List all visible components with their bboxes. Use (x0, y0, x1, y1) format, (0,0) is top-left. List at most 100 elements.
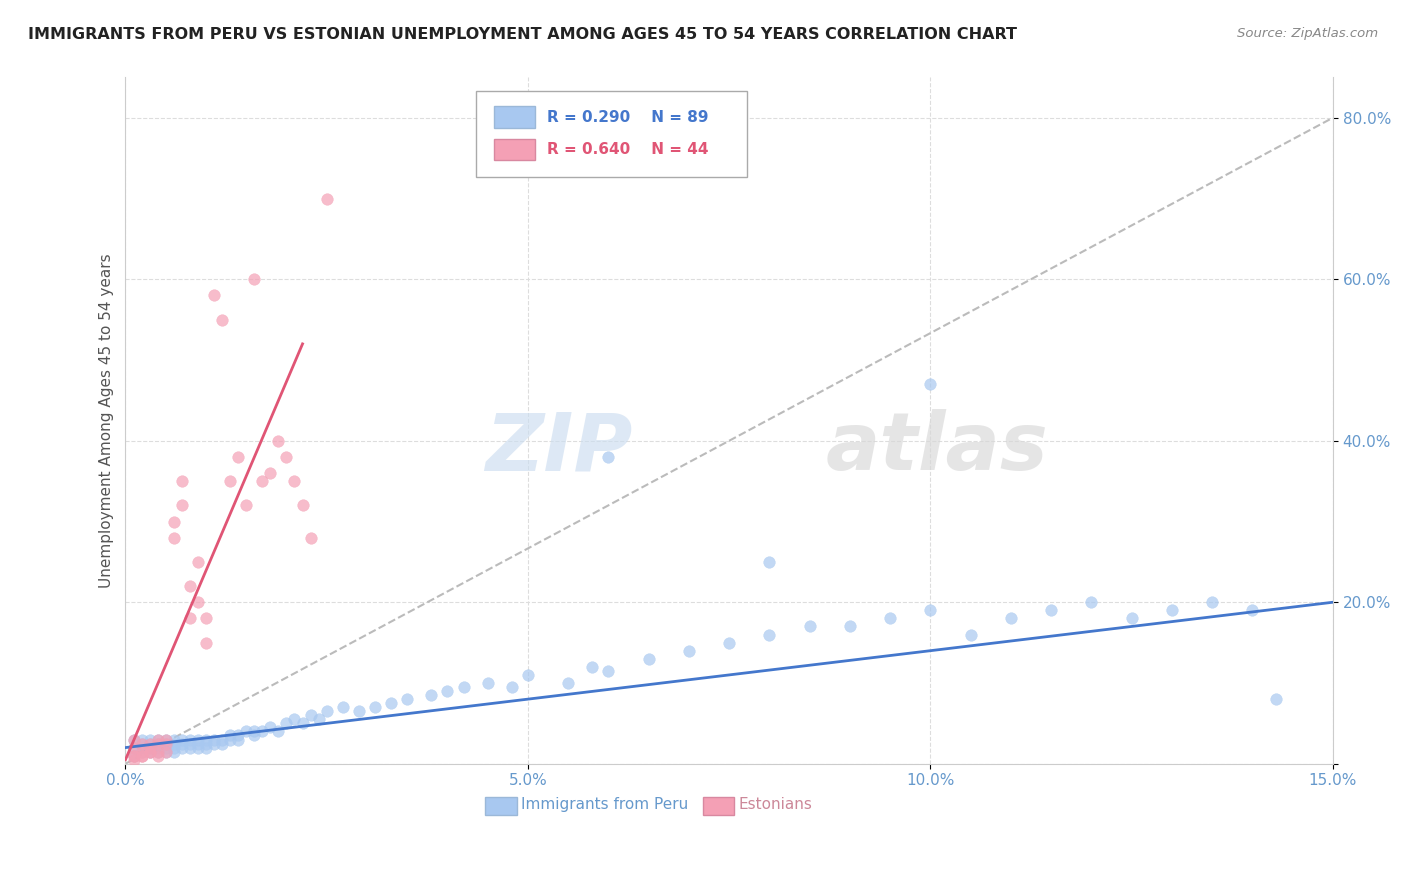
Point (122, 732, 145, 747)
Point (243, 724, 266, 739)
Point (252, 474, 274, 488)
Point (202, 288, 225, 302)
Point (1040, 603, 1063, 617)
FancyBboxPatch shape (485, 797, 516, 814)
Point (163, 745, 186, 759)
Point (453, 680, 475, 694)
Point (163, 740, 186, 755)
Point (131, 737, 153, 751)
Point (283, 474, 305, 488)
Point (758, 627, 780, 641)
Text: Estonians: Estonians (738, 797, 813, 812)
Point (637, 652, 659, 666)
Point (155, 732, 177, 747)
Text: IMMIGRANTS FROM PERU VS ESTONIAN UNEMPLOYMENT AMONG AGES 45 TO 54 YEARS CORRELAT: IMMIGRANTS FROM PERU VS ESTONIAN UNEMPLO… (28, 27, 1017, 42)
Point (332, 700, 354, 714)
Point (122, 748, 145, 763)
Point (308, 712, 330, 726)
Point (299, 531, 322, 545)
Point (179, 579, 201, 593)
Point (235, 499, 257, 513)
Point (138, 745, 160, 759)
Point (146, 732, 169, 747)
Point (276, 716, 298, 731)
Point (146, 748, 169, 763)
Point (202, 737, 225, 751)
Point (219, 732, 242, 747)
Point (187, 595, 209, 609)
Point (131, 745, 153, 759)
Point (364, 700, 387, 714)
Point (557, 676, 579, 690)
Point (226, 729, 249, 743)
Point (170, 737, 193, 751)
Point (131, 737, 153, 751)
Point (163, 531, 186, 545)
FancyBboxPatch shape (475, 91, 747, 177)
Point (243, 729, 266, 743)
Point (276, 450, 298, 464)
Point (380, 696, 402, 710)
Text: ZIP: ZIP (485, 409, 633, 487)
Point (235, 724, 257, 739)
FancyBboxPatch shape (494, 106, 534, 128)
Point (678, 643, 700, 657)
Point (211, 732, 233, 747)
Point (138, 740, 160, 755)
Point (187, 737, 209, 751)
Point (838, 619, 860, 633)
Point (187, 740, 209, 755)
Point (267, 724, 290, 739)
Point (436, 684, 458, 698)
Point (211, 312, 233, 326)
Point (959, 627, 981, 641)
Point (758, 555, 780, 569)
Point (122, 740, 145, 755)
Point (179, 740, 201, 755)
Point (122, 753, 145, 767)
Point (267, 434, 290, 448)
FancyBboxPatch shape (703, 797, 734, 814)
Point (477, 676, 499, 690)
Point (131, 748, 153, 763)
Point (122, 748, 145, 763)
Point (138, 740, 160, 755)
Point (291, 499, 314, 513)
Point (219, 474, 242, 488)
Point (131, 732, 153, 747)
Point (146, 745, 169, 759)
Point (187, 555, 209, 569)
Point (243, 272, 266, 286)
Point (146, 737, 169, 751)
Point (131, 748, 153, 763)
Point (170, 474, 193, 488)
Point (219, 729, 242, 743)
Point (194, 740, 217, 755)
Point (347, 704, 370, 718)
Point (315, 192, 337, 206)
Text: R = 0.640    N = 44: R = 0.640 N = 44 (547, 142, 709, 157)
Point (138, 745, 160, 759)
Point (163, 737, 186, 751)
Point (170, 740, 193, 755)
Point (396, 692, 419, 706)
Point (202, 732, 225, 747)
Point (155, 745, 177, 759)
Point (1000, 611, 1022, 625)
Point (259, 466, 281, 480)
Point (146, 745, 169, 759)
Point (581, 660, 603, 674)
Point (252, 724, 274, 739)
Point (170, 499, 193, 513)
Point (138, 745, 160, 759)
Point (138, 732, 160, 747)
Point (598, 450, 620, 464)
Y-axis label: Unemployment Among Ages 45 to 54 years: Unemployment Among Ages 45 to 54 years (100, 253, 114, 588)
Point (163, 515, 186, 529)
Point (1265, 692, 1288, 706)
Point (920, 377, 942, 392)
Point (146, 732, 169, 747)
Point (179, 732, 201, 747)
Text: atlas: atlas (825, 409, 1049, 487)
Point (179, 737, 201, 751)
